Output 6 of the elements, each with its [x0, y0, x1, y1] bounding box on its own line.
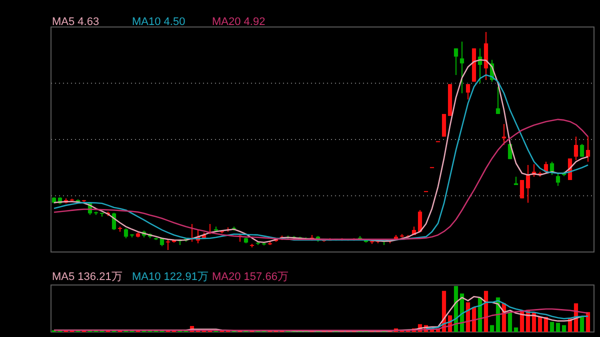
text: MA10 4.50: [132, 16, 186, 28]
text: MA20 157.66万: [212, 271, 288, 283]
text: MA10 122.91万: [132, 271, 208, 283]
text: MA20 4.92: [212, 16, 266, 28]
text: MA5 136.21万: [52, 271, 122, 283]
text: MA5 4.63: [52, 16, 100, 28]
